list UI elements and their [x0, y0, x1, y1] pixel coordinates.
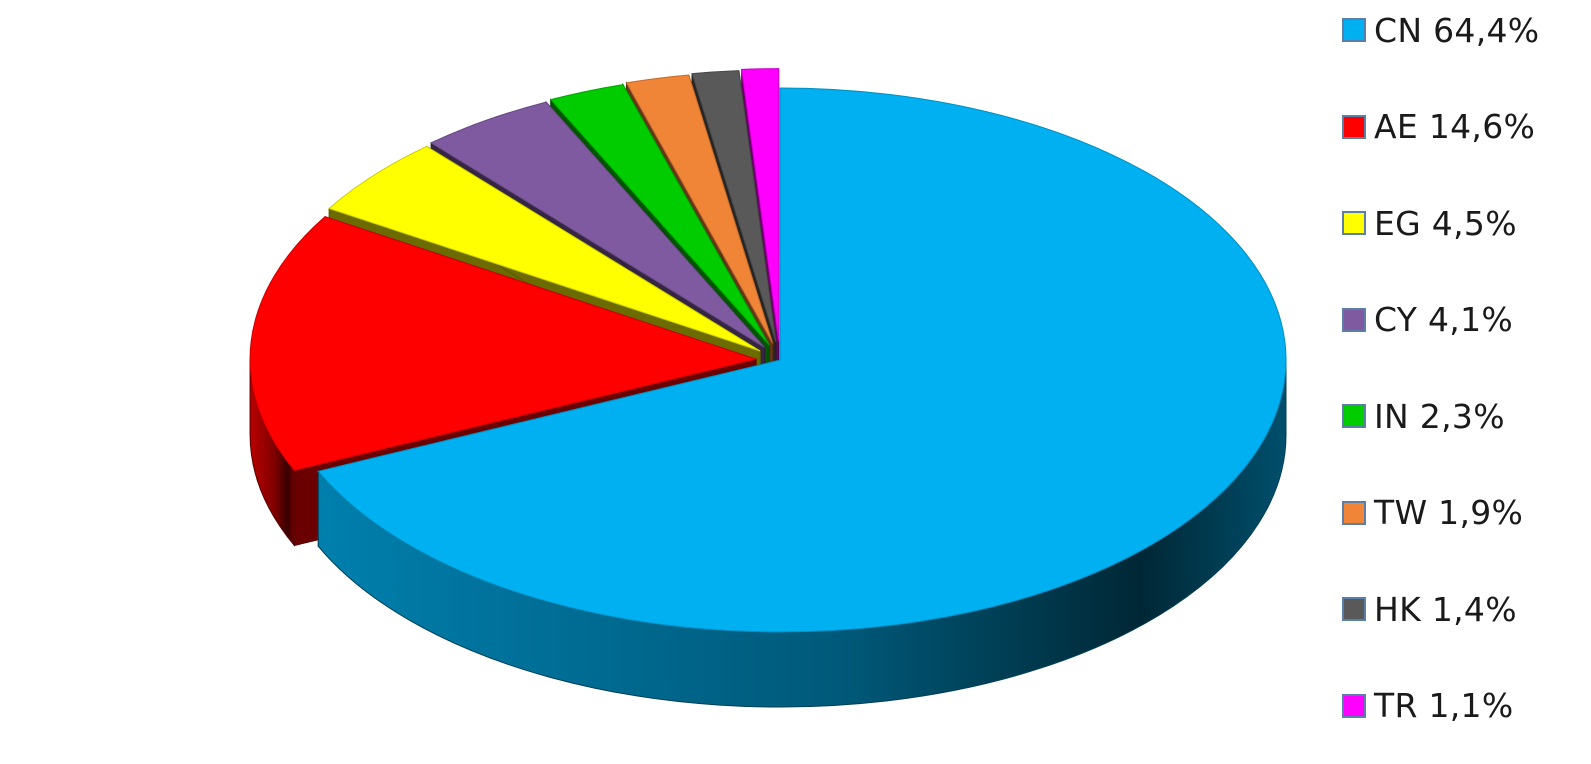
- legend-item-in: IN 2,3%: [1342, 390, 1505, 442]
- legend-swatch: [1342, 114, 1366, 139]
- legend-item-cy: CY 4,1%: [1342, 294, 1513, 346]
- legend-item-cn: CN 64,4%: [1342, 4, 1539, 56]
- legend-label: TR 1,1%: [1374, 686, 1514, 725]
- legend-item-eg: EG 4,5%: [1342, 197, 1517, 249]
- legend-swatch: [1342, 404, 1366, 428]
- legend-swatch: [1342, 18, 1366, 42]
- pie-slice-top: [249, 216, 758, 471]
- legend-item-ae: AE 14,6%: [1342, 101, 1535, 153]
- pie-slice-top: [625, 74, 774, 344]
- legend-item-tw: TW 1,9%: [1342, 487, 1523, 539]
- legend-swatch: [1342, 307, 1366, 332]
- legend-label: CY 4,1%: [1374, 300, 1514, 339]
- legend-label: HK 1,4%: [1374, 589, 1517, 629]
- pie-slice-top: [741, 68, 780, 341]
- legend-item-tr: TR 1,1%: [1342, 680, 1514, 732]
- legend-swatch: [1342, 211, 1366, 235]
- legend-swatch: [1342, 500, 1366, 525]
- legend-label: EG 4,5%: [1374, 203, 1517, 243]
- legend: CN 64,4% AE 14,6% EG 4,5% CY 4,1% IN 2,3% TW …: [1342, 4, 1582, 764]
- legend-item-hk: HK 1,4%: [1342, 583, 1517, 635]
- legend-label: CN 64,4%: [1374, 10, 1540, 50]
- legend-label: TW 1,9%: [1374, 493, 1524, 532]
- pie-slice-top: [317, 87, 1287, 633]
- legend-label: IN 2,3%: [1374, 396, 1505, 436]
- pie-slice-top: [691, 70, 777, 343]
- legend-label: AE 14,6%: [1374, 107, 1536, 146]
- legend-swatch: [1342, 597, 1366, 621]
- pie-slice-top: [328, 145, 761, 352]
- pie-slice-top: [430, 101, 765, 348]
- pie-slice-cn: [317, 87, 1287, 708]
- legend-swatch: [1342, 693, 1366, 718]
- pie-slice-top: [549, 84, 770, 346]
